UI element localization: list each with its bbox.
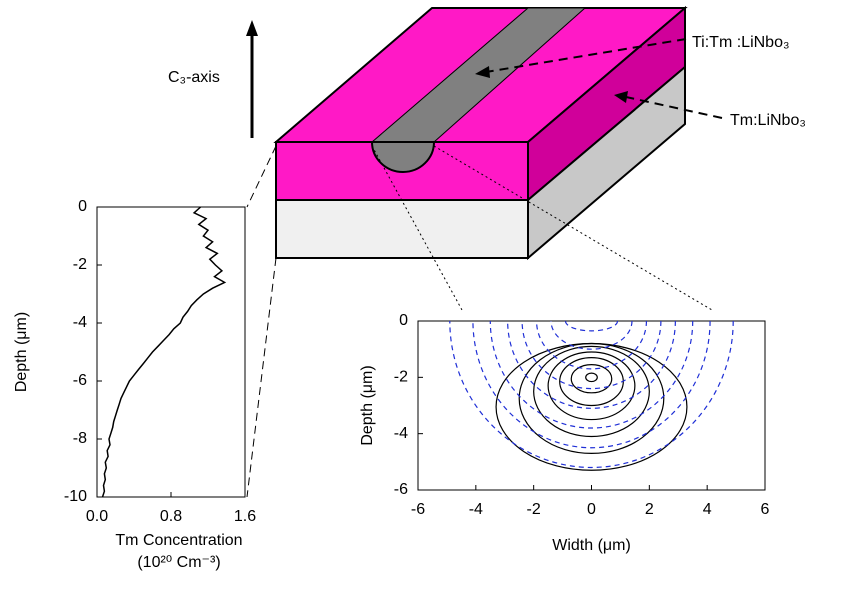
arrow-head [475,66,490,78]
plot-frame [96,206,246,498]
x-tick-label: 1.6 [234,508,256,525]
contour-line [533,345,650,438]
arrow-head [614,91,628,103]
contour-line [564,321,619,332]
x-tick-label: 0.0 [86,508,108,525]
arrow-head [246,20,258,36]
contour-line [550,321,633,350]
pointer-line [625,96,723,119]
x-tick-label: 4 [703,501,712,518]
y-tick-label: -2 [73,256,87,273]
x-tick-label: 6 [761,501,770,518]
callout-label: Ti:Tm :LiNbo₃ [692,34,790,51]
y-tick-label: -10 [64,488,87,505]
front-face-bottom [275,199,529,259]
y-tick-label: -8 [73,430,87,447]
zoom-line [371,145,463,311]
x-tick-label: 0 [587,501,596,518]
y-tick-label: -6 [394,481,408,498]
y-tick-label: 0 [399,312,408,329]
x-tick-label: -6 [411,501,425,518]
axis-label: C₃-axis [168,69,220,86]
y-tick-label: -4 [394,425,408,442]
waveguide-block [273,5,688,261]
contour-line [449,321,734,469]
contour-group [449,321,734,471]
x-tick-label: -4 [469,501,483,518]
zoom-line [433,145,713,311]
x-tick-label: -2 [527,501,541,518]
pointer-line [485,38,687,73]
y-tick-label: -6 [73,372,87,389]
x-axis-label: (10²⁰ Cm⁻³) [137,554,220,571]
contour-line [535,321,648,370]
x-axis-label: Width (μm) [552,537,631,554]
y-tick-label: -4 [73,314,87,331]
contour-line [570,364,613,394]
y-tick-label: -2 [394,369,408,386]
y-tick-label: 0 [78,198,87,215]
zoom-line [246,257,277,498]
contour-line [472,321,711,449]
x-tick-label: 2 [645,501,654,518]
x-tick-label: 0.8 [160,508,182,525]
contour-line [585,372,598,383]
profile-line [101,206,227,498]
callout-label: Tm:LiNbo₃ [730,112,806,129]
y-axis-label: Depth (μm) [13,312,30,392]
waveguide-section [370,141,436,173]
contour-line [495,342,688,471]
contour-line [489,321,694,429]
y-axis-label: Depth (μm) [359,365,376,445]
zoom-line [246,145,277,208]
x-axis-label: Tm Concentration [115,532,242,549]
contour-line [547,351,636,421]
